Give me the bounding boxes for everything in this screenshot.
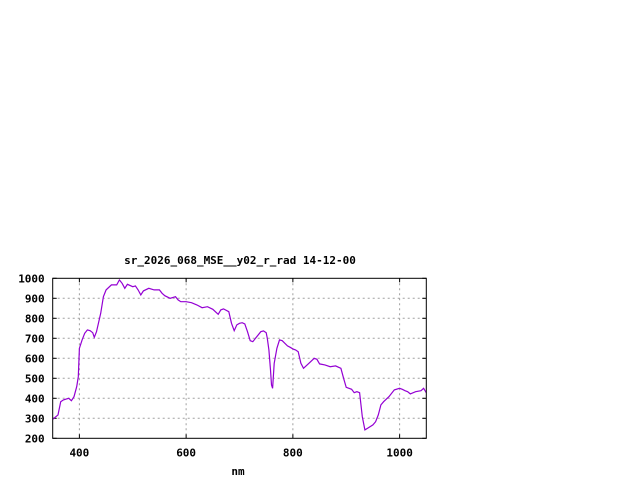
ticks: 200 300 400 500 600 700 800 900 1000 400 600 800 100…	[18, 272, 427, 459]
x-tick-label: 800	[283, 446, 303, 459]
x-tick-label: 400	[69, 446, 89, 459]
x-axis-label: nm	[231, 465, 245, 478]
y-tick-label: 500	[25, 372, 45, 385]
x-tick-label: 600	[176, 446, 196, 459]
y-tick-label: 400	[25, 392, 45, 405]
y-tick-label: 600	[25, 352, 45, 365]
series-line	[52, 278, 427, 431]
y-tick-label: 300	[25, 412, 45, 425]
chart-title: sr_2026_068_MSE__y02_r_rad 14-12-00	[124, 254, 356, 267]
series	[52, 278, 427, 431]
plot-frame	[52, 277, 427, 439]
y-tick-label: 700	[25, 332, 45, 345]
y-tick-label: 800	[25, 312, 45, 325]
x-tick-label: 1000	[386, 446, 413, 459]
y-tick-label: 200	[25, 432, 45, 445]
y-tick-label: 900	[25, 292, 45, 305]
grid	[52, 278, 427, 439]
y-tick-label: 1000	[18, 272, 45, 285]
